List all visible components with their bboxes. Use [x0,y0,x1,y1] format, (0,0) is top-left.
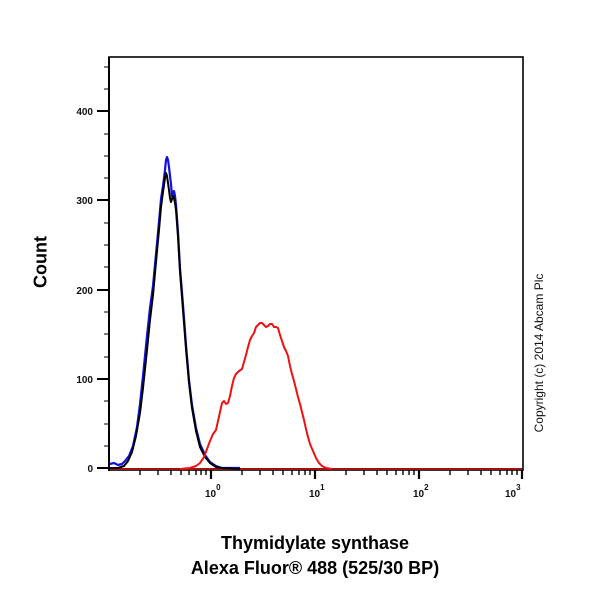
y-ticks [97,66,109,469]
x-tick-label-10: 101 [309,483,325,500]
y-tick-label-200: 200 [76,286,93,297]
plot-frame [108,56,524,471]
y-tick-label-300: 300 [76,196,93,207]
y-tick-label-0: 0 [87,464,93,475]
x-tick-label-1: 100 [205,483,221,500]
y-tick-labels: 0 100 200 300 400 [76,107,93,475]
series-thymidylate-synthase [179,322,333,470]
x-tick-label-100: 102 [413,483,429,500]
copyright-notice: Copyright (c) 2014 Abcam Plc [532,273,546,433]
x-axis-label-line2: Alexa Fluor® 488 (525/30 BP) [190,558,440,578]
x-axis-label-line1: Thymidylate synthase [220,533,410,553]
x-ticks [139,470,524,479]
series-unlabeled-control [110,172,241,470]
y-tick-label-400: 400 [76,107,93,118]
y-axis-label: Count [30,236,51,288]
x-tick-label-1000: 103 [505,483,521,500]
x-tick-labels: 100 101 102 103 [205,483,521,500]
y-tick-label-100: 100 [76,375,93,386]
